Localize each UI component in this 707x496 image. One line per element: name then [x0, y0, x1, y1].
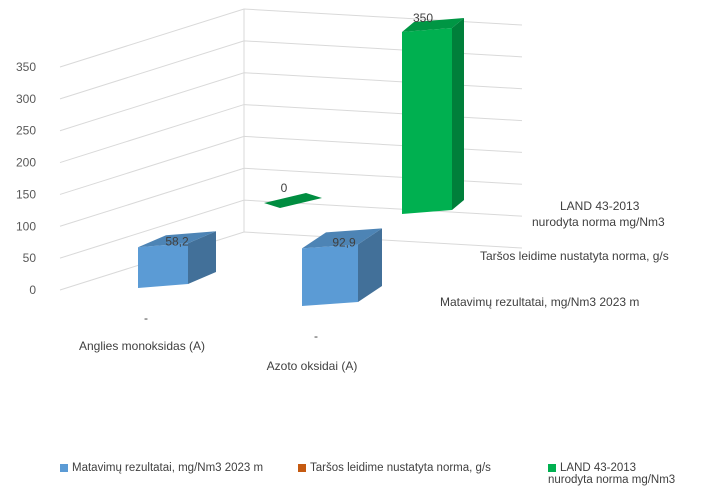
series-axis-label-land: LAND 43-2013: [560, 199, 640, 213]
legend-item-land-norm: LAND 43-2013 nurodyta norma mg/Nm3: [548, 462, 675, 486]
chart-area: 0 50 100 150 200 250 300 350 58,2 92,9 350 0 - - Ang…: [16, 8, 669, 373]
y-tick-label: 0: [29, 283, 36, 297]
legend: Matavimų rezultatai, mg/Nm3 2023 m Taršo…: [60, 462, 700, 496]
y-tick-label: 300: [16, 92, 36, 106]
bar-measurements-0-top: [138, 231, 216, 248]
legend-item-measurements: Matavimų rezultatai, mg/Nm3 2023 m: [60, 462, 263, 474]
bar-measurements-1-front: [302, 244, 358, 306]
bar-land-norm-1-side: [452, 18, 464, 210]
bar-land-norm-1-front: [402, 28, 452, 214]
y-tick-label: 150: [16, 187, 36, 201]
bar-land-norm-1-top: [402, 18, 464, 32]
legend-label-measurements: Matavimų rezultatai, mg/Nm3 2023 m: [72, 462, 264, 474]
data-label: 0: [281, 181, 288, 195]
gridlines: [59, 8, 523, 291]
legend-item-permit-norm: Taršos leidime nustatyta norma, g/s: [298, 462, 491, 474]
bar-measurements-0-front: [138, 243, 188, 288]
legend-label-permit-norm: Taršos leidime nustatyta norma, g/s: [310, 462, 491, 474]
legend-swatch-land-norm: [548, 464, 556, 472]
legend-swatch-permit-norm: [298, 464, 306, 472]
y-tick-label: 100: [16, 219, 36, 233]
data-label: 350: [413, 11, 433, 25]
x-axis-labels: Anglies monoksidas (A) Azoto oksidai (A): [79, 339, 357, 373]
series-axis-label-permit: Taršos leidime nustatyta norma, g/s: [480, 249, 669, 263]
series-axis-label-land-2: nurodyta norma mg/Nm3: [532, 215, 665, 229]
bars: 58,2 92,9 350 0 - -: [138, 11, 464, 343]
gridline-0: [59, 231, 523, 291]
legend-label-land-norm: LAND 43-2013 nurodyta norma mg/Nm3: [548, 462, 676, 487]
y-tick-label: 250: [16, 124, 36, 138]
series-axis-label-measurements: Matavimų rezultatai, mg/Nm3 2023 m: [440, 295, 639, 309]
data-label: 92,9: [332, 235, 356, 249]
category-label-0: Anglies monoksidas (A): [79, 339, 205, 353]
y-tick-label: 200: [16, 156, 36, 170]
data-label: -: [144, 311, 148, 325]
bar-measurements-1-side: [358, 228, 382, 302]
y-tick-label: 50: [23, 251, 37, 265]
data-label: -: [314, 329, 318, 343]
legend-swatch-measurements: [60, 464, 68, 472]
category-label-1: Azoto oksidai (A): [267, 359, 358, 373]
bar-land-norm-0: [264, 193, 322, 208]
data-label: 58,2: [165, 234, 189, 248]
bar-measurements-1-top: [302, 228, 382, 249]
bar-measurements-0-side: [188, 231, 216, 284]
series-axis-labels: LAND 43-2013 nurodyta norma mg/Nm3 Taršos …: [440, 199, 669, 309]
y-axis-ticks: 0 50 100 150 200 250 300 350: [16, 60, 36, 297]
y-tick-label: 350: [16, 60, 36, 74]
